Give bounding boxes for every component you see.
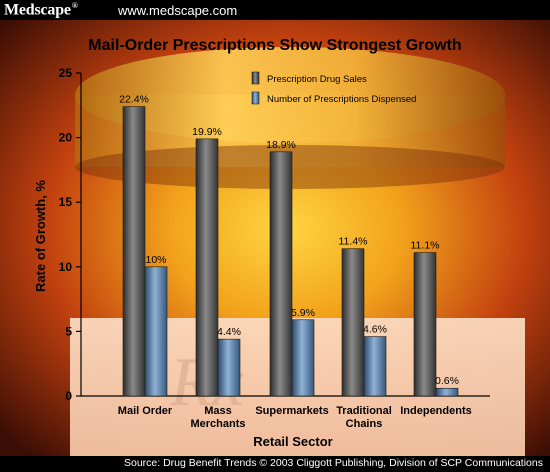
bar-prescriptions-dispensed: [435, 387, 459, 397]
bar-value-label: 4.4%: [217, 326, 241, 338]
legend-swatch-prescriptions: [251, 91, 260, 105]
bar-labels-group: 22.4% 19.9% 18.9% 11.4% 11.1% 10% 4.4% 5.9% 4.6%…: [119, 94, 459, 388]
x-tick-label: Chains: [346, 418, 383, 430]
bar-value-label: 11.1%: [411, 240, 440, 252]
y-axis-ticks: 0 5 10 15 20 25: [59, 66, 81, 403]
legend-label-prescriptions: Number of Prescriptions Dispensed: [267, 94, 416, 105]
source-bar: Source: Drug Benefit Trends © 2003 Cligg…: [0, 456, 550, 472]
y-tick-label: 0: [65, 389, 72, 403]
bar-prescriptions-dispensed: [217, 338, 241, 397]
legend: Prescription Drug Sales Number of Prescr…: [251, 71, 416, 105]
chart-title: Mail-Order Prescriptions Show Strongest …: [88, 37, 461, 54]
bar-prescriptions-dispensed: [144, 266, 168, 397]
bar-prescription-drug-sales: [269, 151, 293, 397]
source-credit: Source: Drug Benefit Trends © 2003 Cligg…: [123, 457, 543, 469]
y-tick-label: 25: [59, 66, 73, 80]
bar-value-label: 0.6%: [435, 375, 459, 387]
bar-value-label: 22.4%: [119, 94, 149, 106]
bars-group: [122, 106, 459, 397]
medscape-logo[interactable]: Medscape®: [4, 1, 78, 19]
y-tick-label: 15: [59, 195, 73, 209]
bar-value-label: 5.9%: [291, 307, 315, 319]
bar-prescription-drug-sales: [195, 138, 219, 397]
y-tick-label: 10: [59, 260, 73, 274]
x-tick-label: Supermarkets: [255, 405, 328, 417]
bar-prescription-drug-sales: [122, 106, 146, 397]
bar-prescriptions-dispensed: [291, 319, 315, 397]
legend-label-sales: Prescription Drug Sales: [267, 74, 367, 85]
y-tick-label: 20: [59, 131, 73, 145]
bar-prescriptions-dispensed: [363, 336, 387, 397]
x-axis-label: Retail Sector: [253, 434, 332, 449]
bar-value-label: 18.9%: [266, 139, 296, 151]
y-axis-label: Rate of Growth, %: [33, 180, 48, 292]
x-tick-label: Mail Order: [118, 405, 173, 417]
x-tick-label: Mass: [204, 405, 232, 417]
background-image: Rx: [0, 20, 550, 456]
bar-value-label: 11.4%: [339, 236, 368, 248]
header-bar: Medscape® www.medscape.com: [0, 0, 550, 20]
bar-prescription-drug-sales: [341, 248, 365, 397]
legend-swatch-sales: [251, 71, 260, 85]
bar-value-label: 19.9%: [192, 126, 222, 138]
y-tick-label: 5: [65, 324, 72, 338]
x-tick-label: Traditional: [336, 405, 392, 417]
site-url-link[interactable]: www.medscape.com: [118, 3, 238, 18]
x-tick-label: Merchants: [190, 418, 245, 430]
bar-value-label: 10%: [145, 254, 166, 266]
x-tick-label: Independents: [400, 405, 472, 417]
bar-value-label: 4.6%: [363, 324, 387, 336]
bar-prescription-drug-sales: [413, 252, 437, 397]
